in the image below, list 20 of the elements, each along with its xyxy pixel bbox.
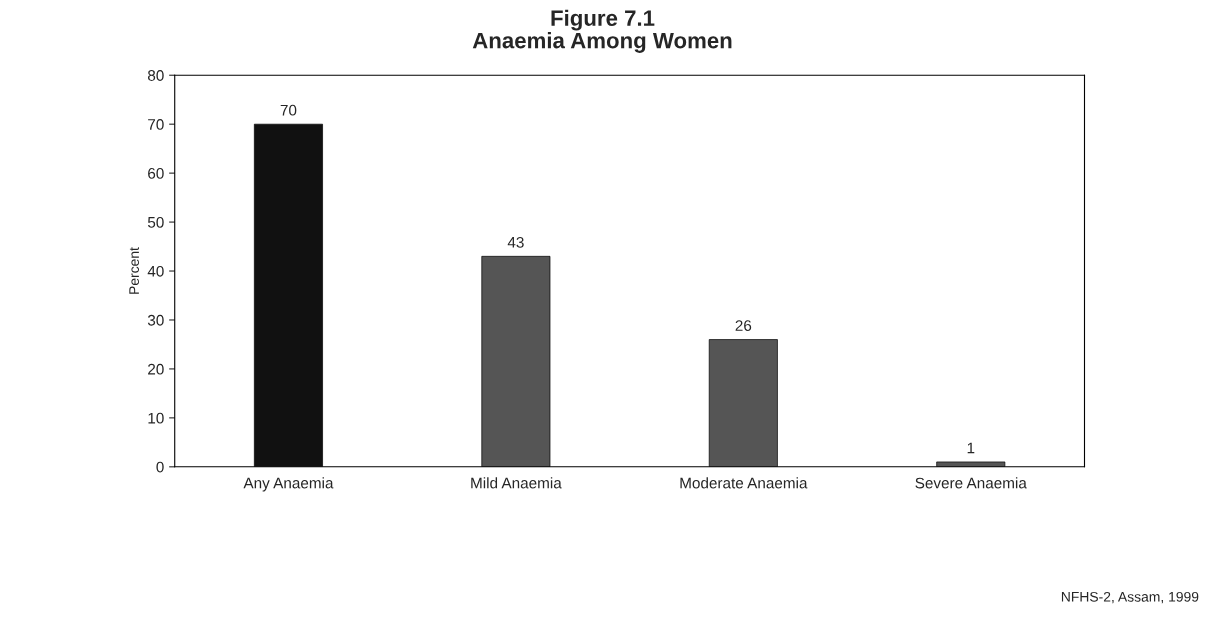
y-tick-label: 20	[148, 363, 164, 375]
y-tick-label: 70	[148, 119, 164, 130]
y-tick-label: 0	[156, 461, 164, 473]
y-tick-label: 80	[147, 70, 164, 81]
y-tick-label: 40	[147, 265, 164, 277]
data-label: 1	[967, 442, 975, 454]
x-tick-label: Severe Anaemia	[915, 477, 1027, 489]
x-tick-label: Any Anaemia	[243, 477, 334, 492]
y-tick-label: 50	[147, 216, 164, 228]
chart-title: Figure 7.1 Anaemia Among Women	[472, 9, 732, 53]
y-tick-label: 10	[148, 412, 164, 424]
x-tick-label: Moderate Anaemia	[680, 477, 808, 489]
y-tick-label: 30	[147, 314, 164, 326]
y-axis-title: Percent	[129, 247, 140, 294]
y-tick-label: 60	[148, 168, 164, 179]
data-label: 26	[735, 320, 752, 331]
data-label: 43	[507, 236, 524, 248]
data-label: 70	[280, 104, 297, 116]
text: NFHS-2, Assam, 1999	[1061, 591, 1199, 604]
x-tick-label: Mild Anaemia	[471, 477, 562, 489]
